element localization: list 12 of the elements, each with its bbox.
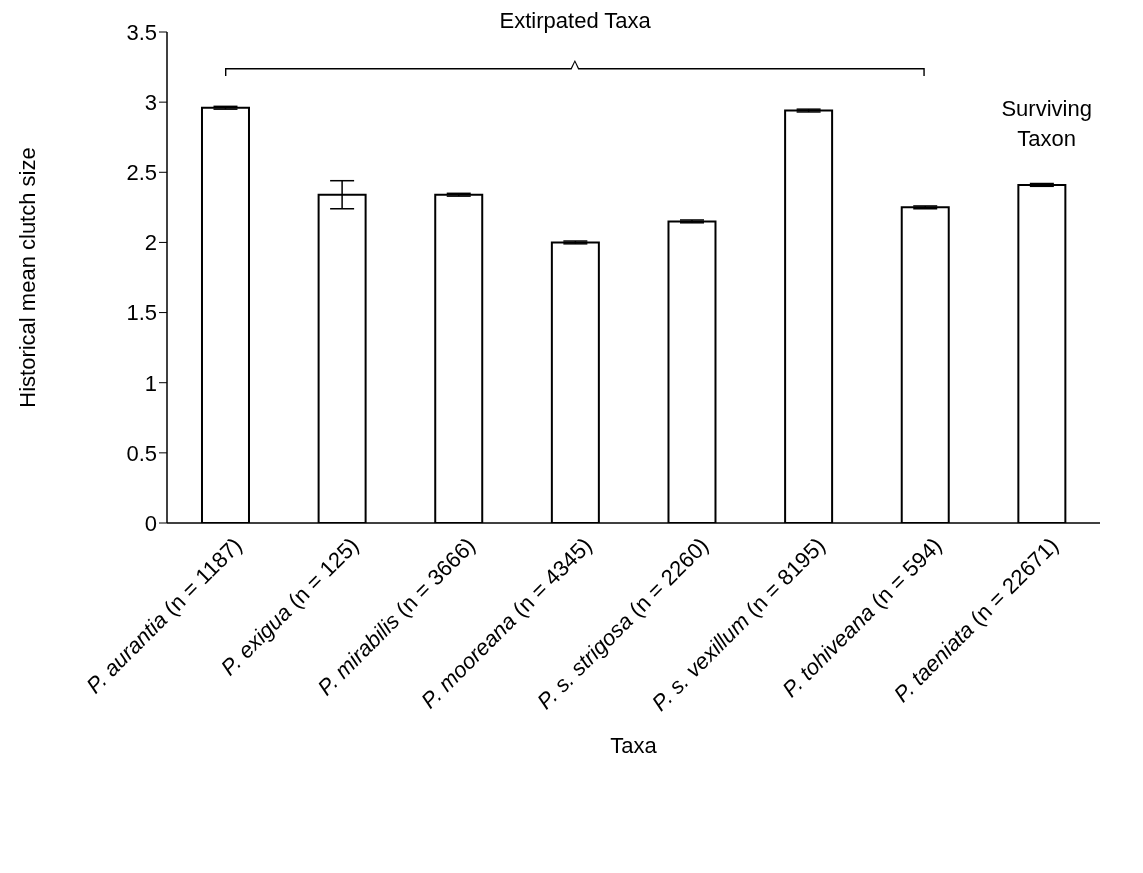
y-tick-label: 0 [144, 510, 157, 536]
y-tick-label: 0.5 [126, 440, 157, 466]
annotation: Extirpated Taxa [498, 8, 652, 34]
y-tick-label: 3 [144, 89, 157, 115]
y-tick-label: 2 [144, 230, 157, 256]
y-tick-label: 2.5 [126, 160, 157, 186]
y-axis-title: Historical mean clutch size [14, 147, 40, 408]
annotation: Surviving Taxon [1000, 95, 1093, 153]
y-tick-label: 3.5 [126, 19, 157, 45]
y-tick-label: 1 [144, 370, 157, 396]
x-axis-title: Taxa [610, 733, 658, 758]
y-tick-label: 1.5 [126, 300, 157, 326]
